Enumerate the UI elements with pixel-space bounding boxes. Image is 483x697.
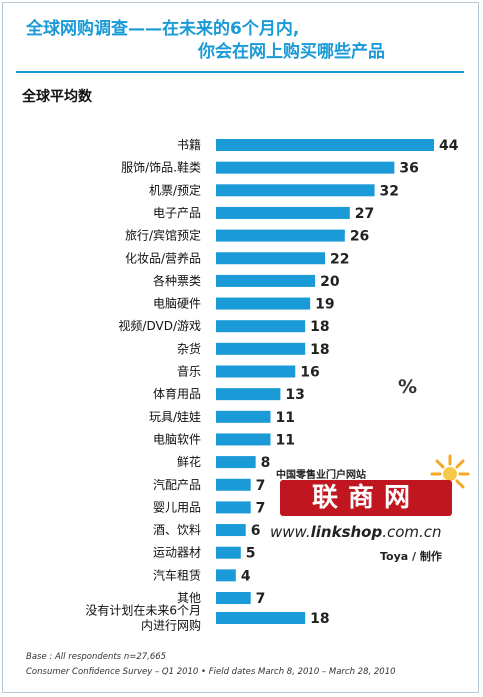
category-label-19: 汽车租赁: [153, 567, 201, 582]
bar-16: [216, 501, 251, 514]
credit-label: Toya / 制作: [380, 550, 442, 563]
bar-21: [216, 612, 306, 624]
url-prefix: www.: [270, 523, 311, 541]
bar-5: [216, 252, 325, 265]
value-label-18: 5: [246, 546, 256, 562]
category-label-12: 玩具/娃娃: [149, 410, 201, 424]
value-label-0: 44: [439, 138, 459, 154]
logo-tagline: 中国零售业门户网站: [276, 470, 366, 481]
title-line-1: 全球网购调查——在未来的6个月内,: [26, 19, 300, 39]
category-label-11: 体育用品: [153, 386, 201, 401]
bar-4: [216, 229, 345, 242]
bar-3: [216, 206, 350, 219]
category-label-20: 其他: [177, 591, 201, 605]
bar-17: [216, 524, 246, 537]
category-label-5: 化妆品/营养品: [125, 250, 201, 265]
category-label-21-line-0: 没有计划在未来6个月: [85, 603, 201, 618]
category-label-9: 杂货: [177, 341, 201, 356]
category-label-7: 电脑硬件: [153, 297, 201, 311]
value-label-12: 11: [276, 410, 295, 426]
category-label-18: 运动器材: [153, 546, 201, 560]
value-label-6: 20: [320, 274, 340, 290]
bar-11: [216, 388, 281, 401]
value-label-21: 18: [310, 611, 329, 627]
category-label-17: 酒、饮料: [153, 523, 201, 537]
value-label-16: 7: [256, 500, 266, 516]
value-label-14: 8: [261, 455, 271, 471]
category-label-16: 婴儿用品: [153, 500, 201, 514]
category-label-15: 汽配产品: [153, 477, 201, 492]
value-label-2: 32: [380, 183, 399, 199]
category-label-13: 电脑软件: [153, 432, 201, 446]
value-label-1: 36: [399, 161, 418, 177]
bar-18: [216, 546, 241, 559]
bar-2: [216, 184, 375, 197]
chart-frame: [2, 2, 479, 693]
category-label-6: 各种票类: [153, 273, 201, 288]
bar-8: [216, 320, 306, 333]
value-label-7: 19: [315, 297, 334, 313]
value-label-15: 7: [256, 478, 266, 494]
value-label-13: 11: [276, 432, 295, 448]
logo-wordmark: 联商网: [280, 480, 452, 516]
value-label-10: 16: [300, 365, 319, 381]
logo-url: www.linkshop.com.cn: [270, 523, 442, 541]
title-line-2: 你会在网上购买哪些产品: [198, 42, 385, 62]
category-label-14: 鲜花: [177, 454, 201, 469]
category-label-8: 视频/DVD/游戏: [118, 318, 201, 333]
value-label-17: 6: [251, 523, 261, 539]
bar-10: [216, 365, 296, 378]
value-label-9: 18: [310, 342, 329, 358]
url-suffix: .com.cn: [382, 523, 442, 541]
bar-1: [216, 161, 395, 174]
category-label-4: 旅行/宾馆预定: [125, 228, 201, 243]
title-divider: [16, 71, 464, 73]
chart-subtitle: 全球平均数: [22, 89, 92, 105]
category-label-10: 音乐: [177, 364, 201, 379]
bar-13: [216, 433, 271, 446]
bar-14: [216, 456, 256, 469]
footer-base: Base : All respondents n=27,665: [26, 652, 167, 662]
value-label-5: 22: [330, 251, 349, 267]
category-label-21-line-1: 内进行网购: [141, 618, 201, 633]
value-label-4: 26: [350, 229, 369, 245]
bar-20: [216, 592, 251, 604]
category-label-3: 电子产品: [153, 206, 201, 220]
value-label-20: 7: [256, 591, 266, 607]
bar-15: [216, 478, 251, 491]
category-label-0: 书籍: [177, 137, 201, 152]
bar-19: [216, 569, 236, 582]
category-label-1: 服饰/饰品.鞋类: [121, 160, 201, 175]
footer-source: Consumer Confidence Survey – Q1 2010 • F…: [26, 667, 396, 677]
url-bold: linkshop: [310, 523, 383, 541]
bar-0: [216, 139, 434, 151]
bar-12: [216, 410, 271, 423]
value-label-19: 4: [241, 568, 251, 584]
bar-9: [216, 342, 306, 355]
bar-7: [216, 297, 311, 310]
unit-label: %: [398, 376, 418, 398]
value-label-8: 18: [310, 319, 329, 335]
category-label-2: 机票/预定: [149, 182, 201, 197]
value-label-3: 27: [355, 206, 374, 222]
value-label-11: 13: [285, 387, 304, 403]
bar-6: [216, 274, 316, 287]
